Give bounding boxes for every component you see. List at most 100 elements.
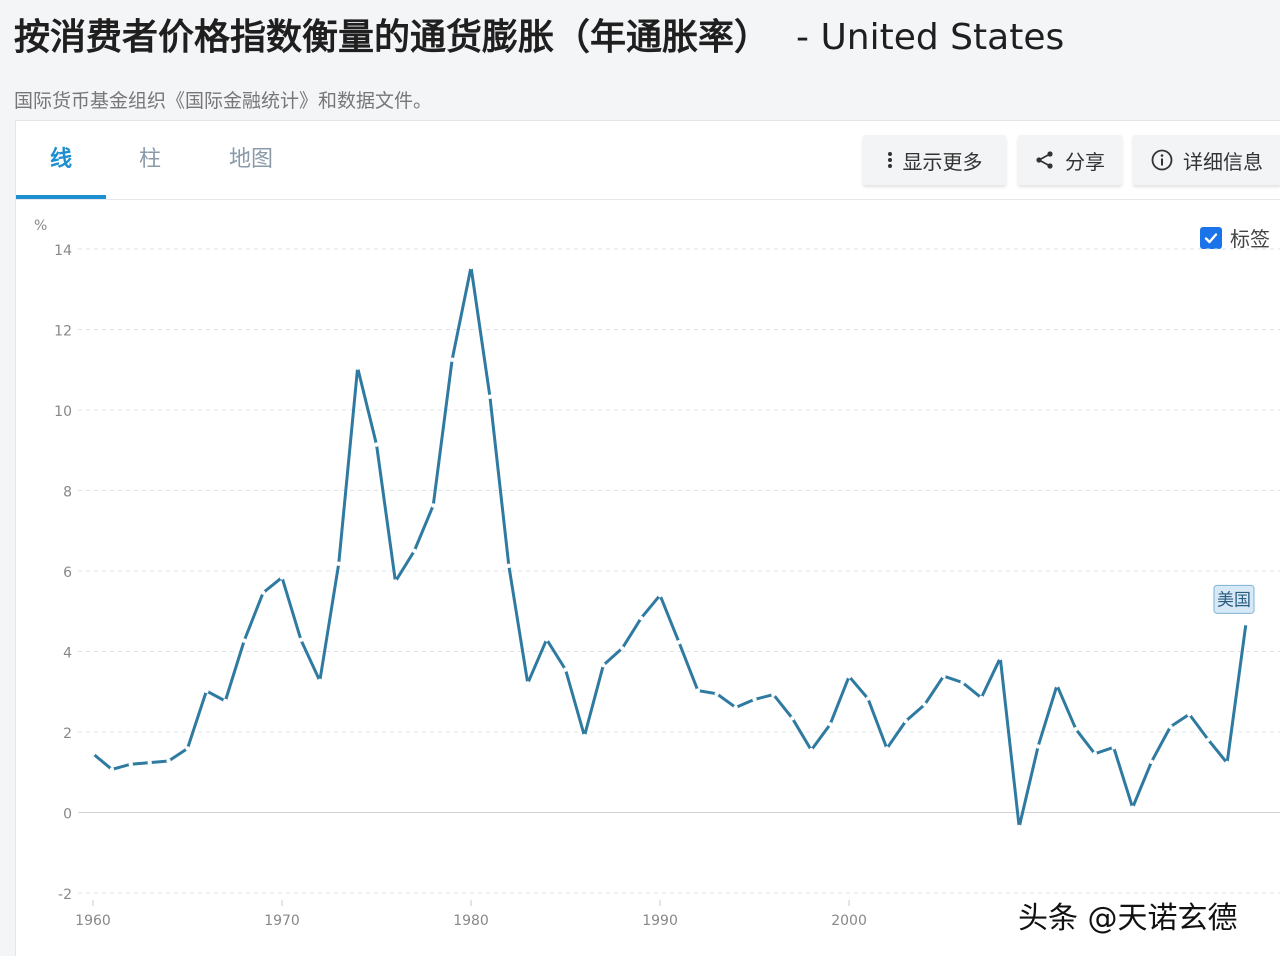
share-label: 分享: [1065, 149, 1105, 174]
watermark: 头条 @天诺玄德: [1018, 901, 1238, 936]
data-point: [431, 503, 436, 508]
data-point: [771, 692, 776, 697]
x-tick-label: 1970: [264, 913, 300, 929]
data-point: [298, 637, 304, 643]
data-point: [393, 579, 398, 584]
country-name: - United States: [796, 17, 1065, 58]
data-point: [412, 548, 417, 554]
data-point: [998, 655, 1003, 661]
info-icon: [1151, 149, 1173, 171]
tab-map[interactable]: 地图: [229, 147, 274, 172]
data-point: [1073, 726, 1079, 732]
checkbox-checked-icon[interactable]: [1200, 226, 1222, 249]
more-vertical-icon: [887, 151, 893, 169]
share-button[interactable]: 分享: [1018, 135, 1122, 185]
data-point: [676, 640, 682, 645]
data-point: [714, 691, 719, 696]
x-tick-label: 1980: [453, 913, 489, 929]
data-point: [1187, 712, 1192, 717]
data-point: [242, 638, 247, 643]
data-point: [903, 718, 908, 724]
data-point: [733, 705, 738, 710]
y-tick-label: 8: [63, 485, 72, 501]
data-point: [487, 394, 493, 399]
y-tick-label: 0: [63, 807, 72, 823]
data-point: [809, 747, 814, 753]
x-tick-label: 1990: [642, 913, 678, 929]
divider: [16, 199, 1280, 200]
data-point: [260, 590, 266, 595]
data-point: [223, 698, 228, 704]
page-title: 按消费者价格指数衡量的通货膨胀（年通胀率） - United States: [14, 8, 1064, 60]
data-point: [1092, 751, 1097, 756]
data-point: [638, 615, 644, 621]
y-tick-label: 12: [54, 324, 72, 340]
data-point: [204, 688, 209, 694]
data-point: [1243, 621, 1249, 626]
active-tab-indicator: [16, 195, 106, 199]
chart-type-tabs: 线 柱 地图: [16, 121, 316, 199]
data-point: [449, 357, 455, 362]
data-point: [960, 680, 965, 685]
data-point: [1016, 824, 1022, 830]
data-point: [1168, 724, 1173, 729]
data-point: [355, 365, 360, 370]
data-point: [582, 733, 587, 739]
data-point: [941, 673, 946, 679]
data-point: [147, 760, 152, 765]
data-point: [1205, 737, 1211, 742]
details-button[interactable]: 详细信息: [1133, 135, 1280, 185]
series-label: 美国: [1217, 590, 1251, 610]
x-tick-label: 1960: [75, 913, 111, 929]
tab-bar[interactable]: 柱: [139, 147, 162, 172]
data-point: [374, 442, 379, 447]
data-point: [166, 758, 171, 764]
show-more-button[interactable]: 显示更多: [863, 135, 1006, 185]
data-point: [1054, 683, 1060, 688]
show-more-label: 显示更多: [902, 149, 983, 174]
data-point: [506, 563, 512, 568]
data-point: [109, 767, 115, 772]
series-line: [91, 265, 1248, 829]
data-source: 国际货币基金组织《国际金融统计》和数据文件。: [14, 90, 433, 112]
data-point: [90, 751, 96, 756]
data-point: [620, 646, 625, 651]
data-point: [185, 746, 190, 751]
details-label: 详细信息: [1183, 149, 1263, 174]
y-tick-label: -2: [58, 887, 72, 903]
data-point: [1149, 759, 1154, 764]
data-point: [128, 762, 134, 767]
tab-line[interactable]: 线: [50, 147, 73, 172]
data-point: [657, 592, 663, 598]
data-point: [544, 637, 549, 642]
data-point: [1035, 744, 1041, 749]
data-point: [846, 674, 852, 679]
labels-toggle[interactable]: 标签: [1200, 223, 1270, 252]
y-tick-label: 4: [63, 646, 72, 662]
data-point: [922, 702, 927, 707]
chart-panel: 线 柱 地图 显示更多 分享 详细信息 标签: [15, 120, 1280, 956]
data-point: [827, 722, 833, 727]
data-point: [1111, 745, 1116, 750]
data-point: [525, 681, 530, 686]
data-point: [601, 662, 606, 668]
y-tick-label: 14: [54, 243, 72, 259]
y-axis-label: %: [34, 218, 47, 234]
share-icon: [1035, 150, 1055, 170]
data-point: [563, 667, 568, 672]
data-point: [317, 678, 323, 684]
data-point: [1224, 760, 1230, 766]
labels-toggle-label: 标签: [1230, 227, 1270, 251]
data-point: [279, 575, 285, 580]
y-tick-label: 10: [54, 404, 72, 420]
y-tick-label: 2: [63, 726, 72, 742]
data-point: [752, 697, 757, 702]
data-point: [865, 696, 871, 701]
data-point: [790, 716, 795, 721]
y-tick-label: 6: [63, 565, 72, 581]
data-point: [1130, 805, 1135, 810]
title-text: 按消费者价格指数衡量的通货膨胀（年通胀率）: [14, 17, 771, 58]
data-point: [695, 688, 701, 693]
data-point: [468, 264, 474, 270]
